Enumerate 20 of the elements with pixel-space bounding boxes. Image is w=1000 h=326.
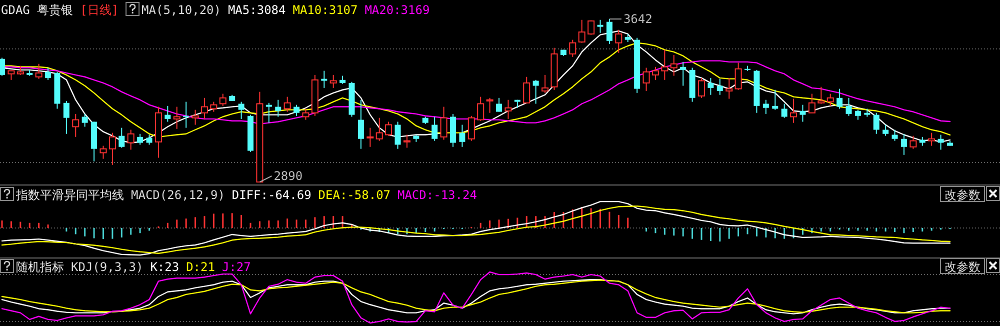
text: MA20:3169 (364, 3, 430, 17)
chart-subtitle: KDJ(9,3,3) (71, 260, 144, 274)
text: MA5:3084 (228, 3, 286, 17)
text: MA10:3107 (292, 3, 358, 17)
text: DEA:-58.07 (318, 188, 391, 202)
series-label: D:21 (186, 260, 215, 274)
series-label: J:27 (222, 260, 251, 274)
annotation: 3642 (623, 12, 652, 26)
text: MA(5,10,20) (142, 3, 222, 17)
series-label: MACD:-13.24 (397, 188, 477, 202)
chart-title: 指数平滑异同平均线 (15, 188, 124, 202)
chart-subtitle: [日线] (80, 3, 119, 17)
text: DIFF:-64.69 (232, 188, 312, 202)
annotation: 改参数 (944, 188, 980, 202)
chart-title: GDAG 粤贵银 (1, 3, 74, 17)
annotation: 改参数 (944, 260, 980, 274)
chart-subtitle: MACD(26,12,9) (131, 188, 225, 202)
annotation: 2890 (274, 169, 303, 183)
chart-title: 随机指标 (16, 260, 64, 274)
series-label: K:23 (150, 260, 180, 274)
